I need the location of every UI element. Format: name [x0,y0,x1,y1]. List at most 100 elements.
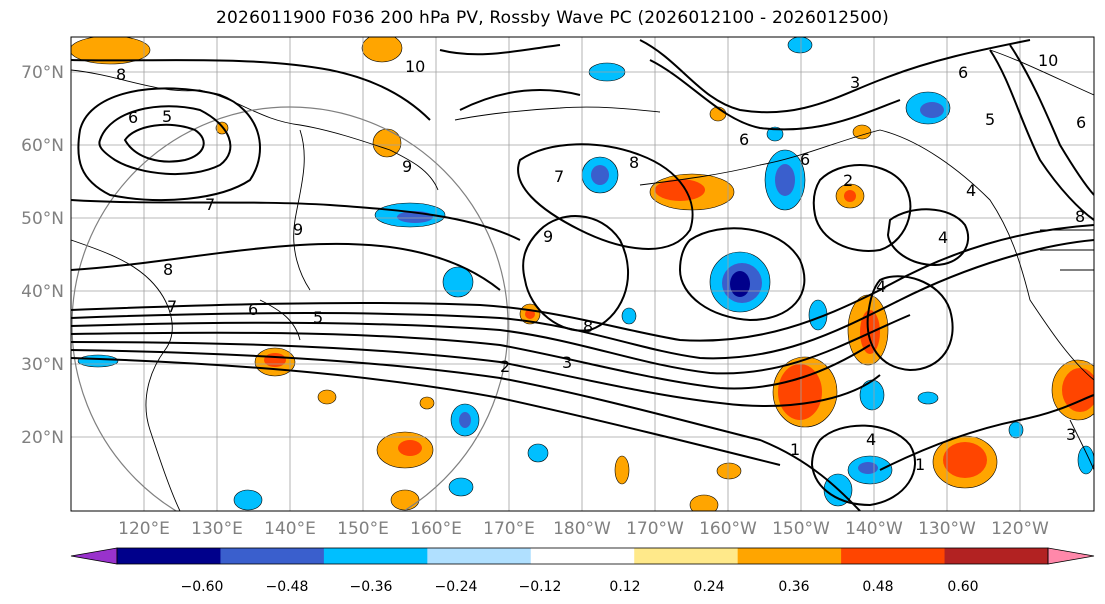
lat-label-20n: 20°N [21,428,64,448]
colorbar-segment [737,548,842,564]
lon-label: 130°E [191,519,243,539]
contour-label: 5 [985,110,995,129]
shade-pos [71,37,151,65]
shade-pos [419,396,435,410]
lat-label-70n: 70°N [21,63,64,83]
lon-label: 150°W [772,519,830,539]
colorbar-tick-label: 0.48 [862,579,893,595]
contour-label: 10 [1038,51,1058,70]
chart-title: 2026011900 F036 200 hPa PV, Rossby Wave … [216,8,889,28]
contour-label: 8 [163,260,173,279]
lon-label: 140°W [845,519,903,539]
contour-label: 6 [1076,113,1086,132]
shade-pos [716,462,742,480]
contour-label: 9 [293,220,303,239]
contour-label: 4 [876,277,886,296]
colorbar-segment [427,548,532,564]
lon-label: 170°W [626,519,684,539]
colorbar-labels: −0.60 −0.48 −0.36 −0.24 −0.12 0.12 0.24 … [181,579,979,595]
shade-pos [372,128,402,158]
lon-label: 180°W [553,519,611,539]
contour-label: 9 [402,157,412,176]
colorbar-segment [634,548,739,564]
contour-label: 9 [543,227,553,246]
contour-label: 7 [554,167,564,186]
contour-label: 6 [800,150,810,169]
shade-neg [917,391,939,405]
lon-label: 140°E [264,519,316,539]
shade-neg [77,354,119,368]
shade-pos [689,494,719,511]
contour-label: 4 [966,181,976,200]
pv-contours [71,39,1094,511]
colorbar-tick-label: −0.60 [181,579,224,595]
colorbar-extend-low [70,547,118,565]
contour-label: 6 [958,63,968,82]
shade-pos [614,455,630,485]
shade-neg [448,477,474,497]
contour-label: 4 [866,430,876,449]
contour-label: 3 [1066,425,1076,444]
colorbar-segment [530,548,635,564]
shade-neg [527,443,549,463]
colorbar [70,547,1095,565]
colorbar-segment [323,548,428,564]
contour-label: 7 [167,297,177,316]
contour-label: 7 [205,195,215,214]
pv-shading [71,37,1094,511]
lon-label: 130°W [918,519,976,539]
contour-label: 10 [405,57,425,76]
contour-label: 8 [629,153,639,172]
shade-neg [621,307,637,325]
lon-label: 150°E [337,519,389,539]
contour-label: 8 [583,317,593,336]
colorbar-tick-label: 0.12 [609,579,640,595]
shade-pos [317,389,337,405]
contour-label: 1 [790,440,800,459]
contour-label: 3 [562,353,572,372]
contour-label: 2 [500,357,510,376]
contour-label: 5 [313,308,323,327]
colorbar-tick-label: −0.48 [266,579,309,595]
shade-neg [787,37,813,54]
longitude-labels: 120°E 130°E 140°E 150°E 160°E 170°E 180°… [118,519,1049,539]
latitude-labels: 70°N 60°N 50°N 40°N 30°N 20°N [21,63,64,448]
lat-label-40n: 40°N [21,282,64,302]
colorbar-extend-high [1047,547,1095,565]
contour-label: 4 [938,228,948,247]
shade-neg [1008,421,1024,439]
shade-pos [390,489,420,511]
contour-label: 6 [128,108,138,127]
colorbar-tick-label: 0.60 [947,579,978,595]
colorbar-tick-label: −0.12 [519,579,562,595]
contour-label: 1 [915,455,925,474]
colorbar-tick-label: 0.24 [693,579,724,595]
contour-label-group: 8 10 6 5 7 9 8 6 5 9 9 8 7 6 2 3 3 5 7 8… [116,51,1086,474]
shade-neg [442,266,474,298]
map-area: 8 10 6 5 7 9 8 6 5 9 9 8 7 6 2 3 3 5 7 8… [71,37,1094,511]
map-frame [70,36,1095,512]
shade-neg [859,379,885,411]
shade-pos [361,37,403,63]
lon-label: 120°E [118,519,170,539]
shade-neg [766,126,784,142]
lat-label-50n: 50°N [21,209,64,229]
lon-label: 170°E [483,519,535,539]
colorbar-segment [944,548,1049,564]
colorbar-tick-label: −0.24 [435,579,478,595]
contour-label: 2 [843,171,853,190]
shade-neg [1077,445,1094,475]
lat-label-60n: 60°N [21,136,64,156]
colorbar-segment [841,548,946,564]
colorbar-segment [220,548,325,564]
colorbar-segment [117,548,221,564]
shade-neg [233,489,263,511]
lon-label: 120°W [991,519,1049,539]
colorbar-tick-label: −0.36 [350,579,393,595]
coastlines [71,49,1094,511]
lon-label: 160°W [699,519,757,539]
contour-label: 6 [739,130,749,149]
lon-label: 160°E [410,519,462,539]
colorbar-tick-label: 0.36 [778,579,809,595]
